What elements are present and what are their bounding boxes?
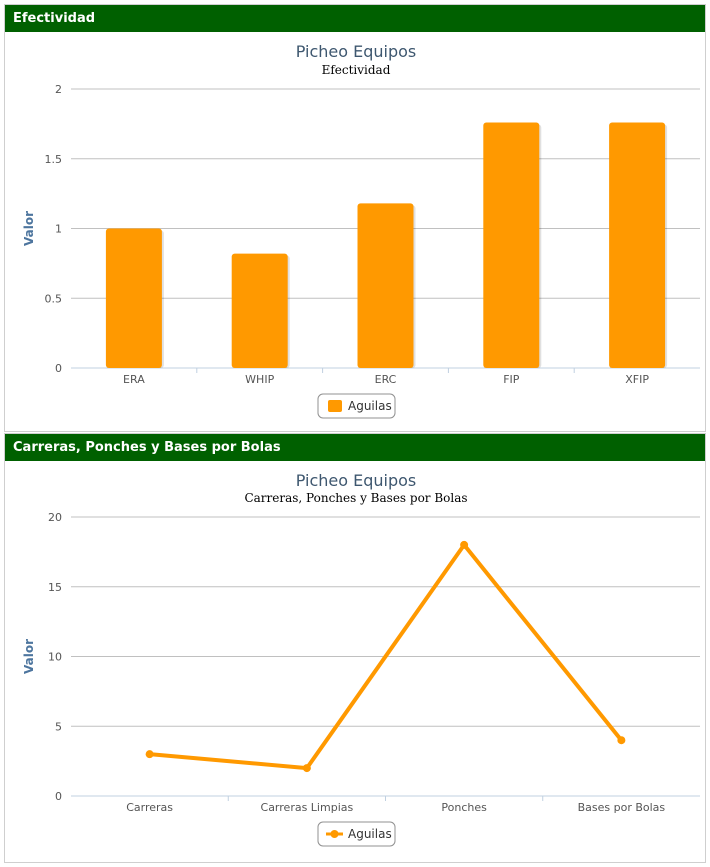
y-tick-label: 10 bbox=[48, 651, 62, 664]
data-point-carreras-limpias bbox=[302, 764, 311, 773]
data-point-bases-por-bolas bbox=[617, 736, 626, 745]
y-tick-label: 0 bbox=[55, 790, 62, 803]
x-tick-label: Carreras bbox=[126, 801, 173, 814]
bar-whip bbox=[231, 253, 288, 368]
panel-header-efectividad: Efectividad bbox=[5, 5, 705, 32]
x-tick-label: FIP bbox=[503, 373, 520, 386]
y-tick-label: 20 bbox=[48, 511, 62, 524]
x-tick-label: ERA bbox=[123, 373, 145, 386]
efectividad-panel: Efectividad Picheo Equipos Efectividad 0 0.… bbox=[4, 4, 706, 432]
chart-title: Picheo Equipos bbox=[296, 42, 417, 61]
chart-subtitle: Efectividad bbox=[322, 63, 391, 77]
data-point-carreras bbox=[145, 750, 154, 759]
legend-box bbox=[317, 821, 396, 847]
x-tick-label: Carreras Limpias bbox=[261, 801, 354, 814]
legend-label: Aguilas bbox=[348, 399, 392, 413]
efectividad-chart: Picheo Equipos Efectividad 0 0.5 1 1.5 2 Valor E… bbox=[22, 42, 700, 419]
y-tick-label: 1 bbox=[55, 223, 62, 236]
bar-erc bbox=[357, 203, 414, 368]
series-line bbox=[149, 542, 623, 771]
y-axis-label: Valor bbox=[22, 639, 36, 674]
x-tick-label: ERC bbox=[375, 373, 397, 386]
y-tick-label: 1.5 bbox=[45, 153, 63, 166]
legend-swatch bbox=[328, 400, 342, 412]
panel-header-carreras: Carreras, Ponches y Bases por Bolas bbox=[5, 434, 705, 461]
bar-era bbox=[105, 228, 162, 368]
y-tick-label: 0 bbox=[55, 362, 62, 375]
y-tick-label: 15 bbox=[48, 581, 62, 594]
x-tick-label: Bases por Bolas bbox=[578, 801, 666, 814]
x-tick-label: XFIP bbox=[625, 373, 649, 386]
y-tick-label: 2 bbox=[55, 83, 62, 96]
y-axis-label: Valor bbox=[22, 211, 36, 246]
legend-label: Aguilas bbox=[348, 827, 392, 841]
legend: Aguilas bbox=[317, 393, 396, 419]
x-tick-label: Ponches bbox=[441, 801, 487, 814]
y-tick-label: 5 bbox=[55, 720, 62, 733]
y-tick-label: 0.5 bbox=[45, 292, 63, 305]
carreras-panel: Carreras, Ponches y Bases por Bolas Pich… bbox=[4, 433, 706, 863]
legend: Aguilas bbox=[317, 821, 396, 847]
chart-title: Picheo Equipos bbox=[296, 471, 417, 490]
legend-marker bbox=[330, 830, 339, 838]
bar-xfip bbox=[609, 122, 666, 368]
data-point-ponches bbox=[460, 540, 469, 549]
bar-fip bbox=[483, 122, 540, 368]
chart-subtitle: Carreras, Ponches y Bases por Bolas bbox=[244, 491, 467, 505]
x-tick-label: WHIP bbox=[245, 373, 274, 386]
